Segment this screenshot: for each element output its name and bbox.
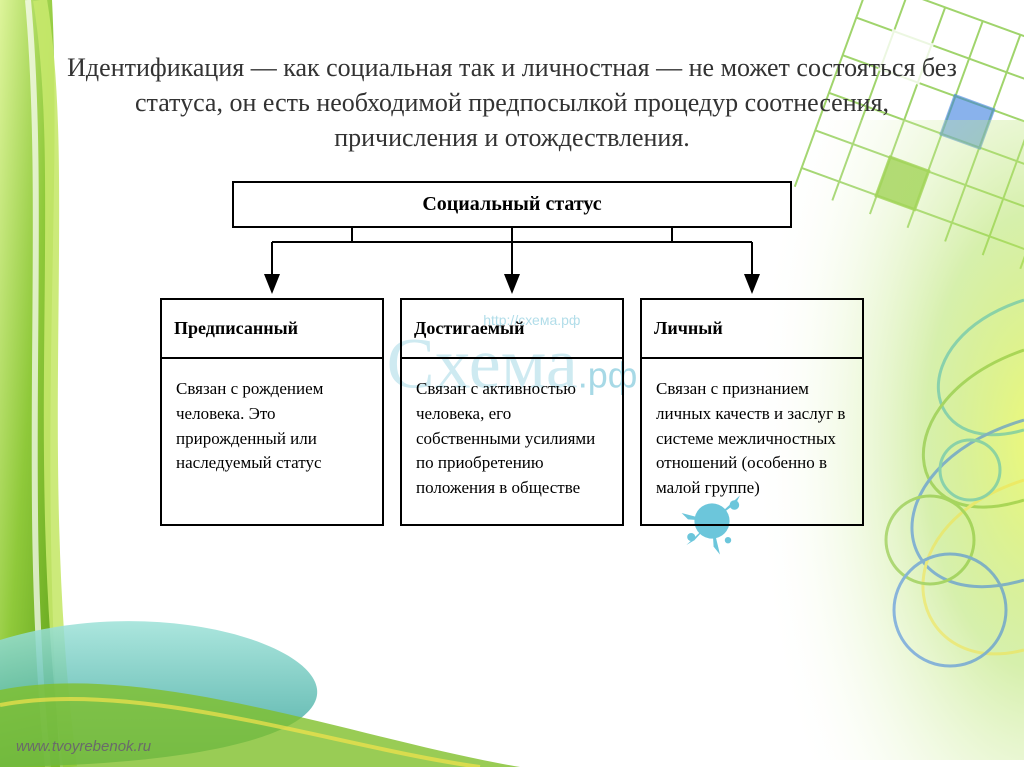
column-personal: Личный Связан с признанием личных качест…: [640, 298, 864, 526]
diagram-connectors: [152, 228, 872, 298]
footer-source-url: www.tvoyrebenok.ru: [16, 738, 151, 755]
column-title: Достигаемый: [402, 300, 622, 359]
column-title: Предписанный: [162, 300, 382, 359]
column-title: Личный: [642, 300, 862, 359]
column-body: Связан с рождением человека. Это прирожд…: [162, 359, 382, 500]
diagram: http://схема.рф Схема.рф Социальный стат…: [152, 181, 872, 526]
root-node: Социальный статус: [232, 181, 792, 228]
root-node-label: Социальный статус: [422, 193, 601, 215]
headline-text: Идентификация — как социальная так и лич…: [60, 50, 964, 155]
column-prescribed: Предписанный Связан с рождением человека…: [160, 298, 384, 526]
column-body: Связан с признанием личных качеств и зас…: [642, 359, 862, 524]
column-achieved: Достигаемый Связан с активностью человек…: [400, 298, 624, 526]
column-body: Связан с активностью человека, его собст…: [402, 359, 622, 524]
diagram-columns: Предписанный Связан с рождением человека…: [152, 298, 872, 526]
